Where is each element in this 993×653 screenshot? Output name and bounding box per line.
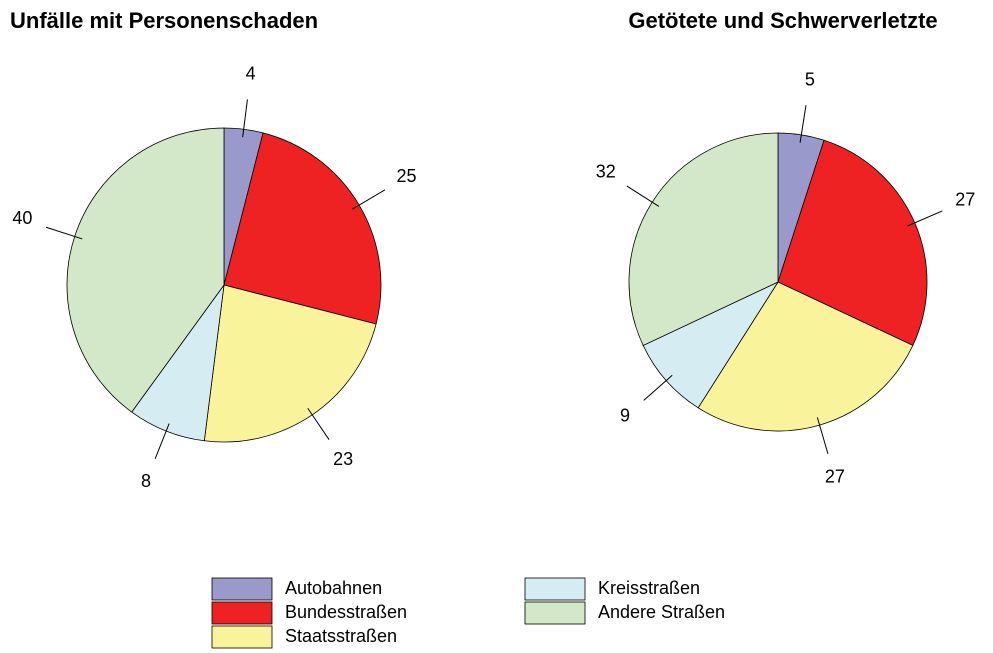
legend-label: Bundesstraßen (285, 602, 407, 622)
data-label: 27 (825, 467, 845, 487)
leader-line (45, 226, 83, 240)
legend-swatch (211, 601, 273, 625)
data-label: 5 (805, 69, 815, 89)
legend-swatch (211, 625, 273, 649)
leader-line (643, 374, 673, 401)
leader-line (907, 210, 943, 227)
data-label: 8 (141, 471, 151, 491)
data-label: 32 (596, 161, 616, 181)
leader-line (242, 99, 248, 138)
leader-line (816, 417, 829, 455)
legend-swatch (211, 577, 273, 601)
data-label: 9 (620, 406, 630, 426)
data-label: 27 (955, 190, 975, 210)
leader-line (154, 423, 170, 460)
legend-swatch (524, 577, 586, 601)
data-label: 40 (12, 208, 32, 228)
legend-label: Staatsstraßen (285, 626, 397, 646)
legend-label: Andere Straßen (598, 602, 725, 622)
leader-line (799, 105, 807, 143)
data-label: 23 (333, 449, 353, 469)
legend-label: Autobahnen (285, 578, 382, 598)
chart-title: Unfälle mit Personenschaden (10, 8, 318, 33)
leader-line (626, 185, 660, 207)
data-label: 25 (396, 166, 416, 186)
legend-label: Kreisstraßen (598, 578, 700, 598)
legend-swatch (524, 601, 586, 625)
chart-title: Getötete und Schwerverletzte (628, 8, 937, 33)
leader-line (351, 189, 386, 210)
data-label: 4 (246, 63, 256, 83)
leader-line (307, 407, 330, 440)
